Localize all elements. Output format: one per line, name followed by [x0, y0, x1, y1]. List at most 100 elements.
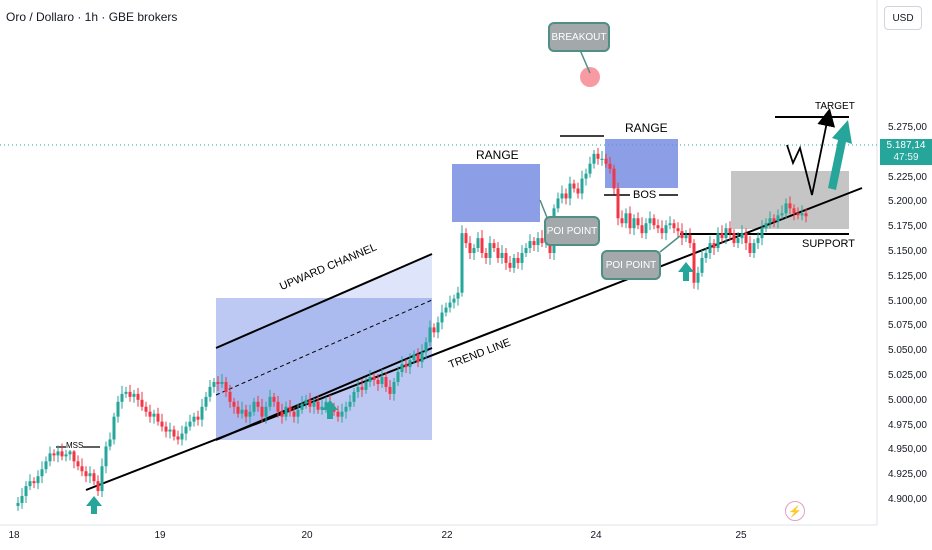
candle-body — [312, 401, 316, 407]
candle-body — [88, 473, 92, 477]
candle-body — [72, 451, 76, 462]
channel-upper-line — [215, 253, 433, 349]
mss-label: MSS — [66, 441, 84, 450]
candle-body — [132, 393, 136, 397]
price-tick-label: 4.900,00 — [888, 494, 927, 505]
candle-body — [472, 248, 476, 253]
bos-label: BOS — [630, 189, 660, 201]
candle-body — [708, 243, 712, 253]
candle-body — [516, 257, 520, 263]
poi-bubble-1: POI POINT — [544, 216, 600, 246]
candle-body — [480, 238, 484, 253]
candle-body — [740, 233, 744, 239]
candle-body — [204, 396, 208, 407]
price-tick-label: 5.200,00 — [888, 196, 927, 208]
candle-body — [628, 213, 632, 229]
candle-body — [196, 416, 200, 420]
candle-body — [300, 403, 304, 410]
candle-body — [84, 471, 88, 477]
candle-body — [788, 203, 792, 209]
candle-body — [400, 364, 404, 373]
candle-body — [680, 231, 684, 239]
price-tick-label: 5.100,00 — [888, 295, 927, 307]
candle-body — [56, 451, 60, 456]
candle-body — [460, 233, 464, 293]
candle-body — [160, 421, 164, 427]
candle-body — [316, 401, 320, 410]
candle-body — [792, 208, 796, 214]
range-label-2: RANGE — [625, 121, 668, 135]
up-arrow-1 — [86, 496, 102, 514]
price-tick-label: 5.175,00 — [888, 221, 927, 233]
candle-body — [32, 481, 36, 484]
candle-body — [432, 327, 436, 333]
candle-body — [512, 257, 516, 268]
candle-body — [136, 393, 140, 400]
range-label-1: RANGE — [476, 148, 519, 162]
candle-body — [16, 502, 20, 506]
currency-button[interactable]: USD — [884, 6, 922, 30]
candle-body — [232, 401, 236, 407]
candle-body — [420, 352, 424, 363]
candle-body — [252, 401, 256, 412]
candle-body — [700, 257, 704, 273]
candle-body — [524, 248, 528, 253]
channel-mid-line — [215, 299, 433, 396]
candle-body — [240, 409, 244, 414]
candle-body — [644, 223, 648, 234]
candle-body — [276, 401, 280, 412]
candle-body — [556, 198, 560, 209]
candle-body — [80, 466, 84, 472]
candle-body — [68, 451, 72, 455]
candle-body — [376, 379, 380, 384]
candle-body — [424, 342, 428, 353]
candle-body — [384, 377, 388, 387]
candle-body — [416, 354, 420, 363]
candle-body — [140, 399, 144, 407]
candle-body — [96, 481, 100, 492]
candle-body — [696, 272, 700, 283]
candle-body — [360, 386, 364, 390]
candle-body — [60, 451, 64, 457]
candle-body — [476, 238, 480, 249]
candle-body — [464, 233, 468, 244]
candle-body — [44, 461, 48, 470]
candle-body — [256, 401, 260, 407]
price-tick-label: 5.275,00 — [888, 122, 927, 133]
candle-body — [536, 238, 540, 246]
candle-body — [496, 248, 500, 258]
price-tick-label: 5.025,00 — [888, 370, 927, 381]
breakout-bubble: BREAKOUT — [548, 22, 610, 52]
candle-body — [624, 213, 628, 224]
current-price-badge: 5.187,14 47:59 — [880, 139, 932, 165]
candle-body — [764, 223, 768, 229]
candle-body — [408, 360, 412, 368]
candle-body — [648, 218, 652, 224]
candle-body — [268, 396, 272, 407]
candle-body — [244, 409, 248, 417]
candle-body — [212, 381, 216, 387]
candle-body — [616, 188, 620, 219]
range-zone-2 — [605, 139, 678, 188]
countdown: 47:59 — [893, 152, 919, 163]
breakout-pointer — [579, 49, 591, 74]
candle-body — [148, 411, 152, 417]
candle-body — [308, 399, 312, 407]
candle-body — [216, 381, 220, 384]
candle-body — [660, 228, 664, 234]
candle-body — [728, 228, 732, 234]
up-arrow-3 — [678, 262, 694, 281]
lightning-icon[interactable]: ⚡ — [785, 501, 805, 521]
time-tick-label: 18 — [8, 530, 20, 541]
candle-body — [64, 454, 68, 457]
candle-body — [612, 168, 616, 189]
candle-body — [640, 225, 644, 234]
chart-title: Oro / Dollaro · 1h · GBE brokers — [6, 10, 178, 24]
candle-body — [76, 461, 80, 467]
candle-body — [260, 406, 264, 417]
candle-body — [440, 312, 444, 323]
candle-body — [484, 253, 488, 258]
candle-body — [796, 213, 800, 216]
candle-body — [20, 496, 24, 503]
candle-body — [600, 158, 604, 160]
